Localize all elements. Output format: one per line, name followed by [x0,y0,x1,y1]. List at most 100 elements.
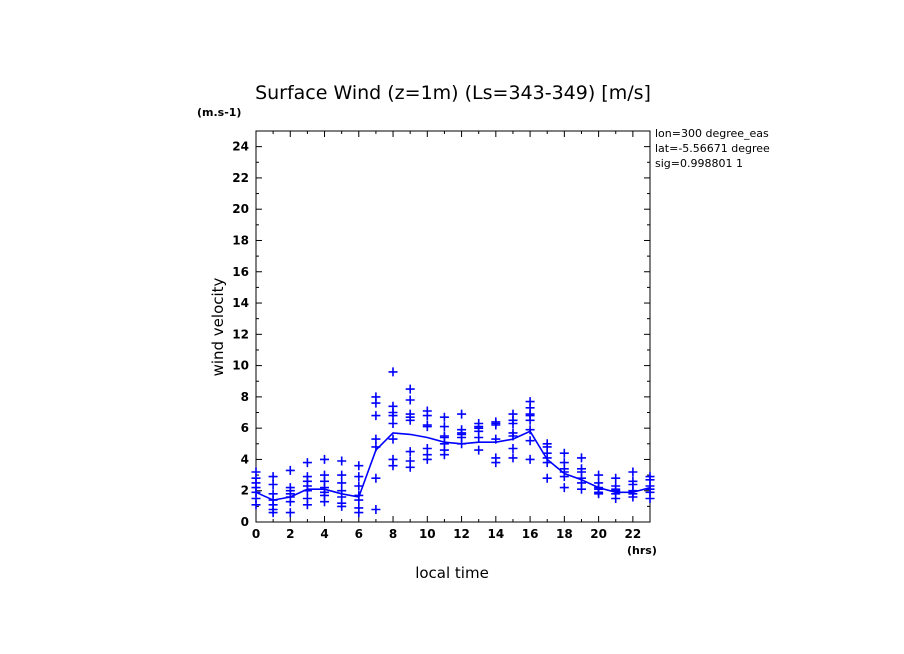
x-tick-label: 8 [389,527,397,541]
data-point [302,458,312,468]
y-axis-label: wind velocity [209,277,227,376]
data-point [405,447,415,457]
y-unit-label: (m.s-1) [197,106,241,119]
data-point [337,470,347,480]
y-tick-label: 14 [232,296,249,310]
data-point [354,508,364,518]
x-tick-label: 12 [453,527,470,541]
x-tick-label: 20 [590,527,607,541]
data-point [388,367,398,377]
y-tick-label: 10 [232,359,249,373]
data-point [525,425,535,435]
y-tick-label: 2 [241,484,249,498]
data-point [388,461,398,471]
data-point [577,484,586,494]
data-point [594,489,604,499]
data-point [474,445,484,455]
x-tick-label: 4 [320,527,328,541]
data-point [302,500,312,510]
data-point [405,415,415,425]
data-point [388,419,398,428]
mean-line [255,430,651,501]
data-point [645,494,655,503]
data-point [320,497,329,507]
data-point [611,473,621,483]
data-point [388,434,398,444]
data-point [628,467,638,477]
x-tick-label: 14 [487,527,504,541]
info-sig: sig=0.998801 1 [655,157,743,170]
x-tick-label: 6 [355,527,363,541]
info-lat: lat=-5.56671 degree [655,142,770,155]
data-point [354,472,364,482]
x-tick-label: 16 [522,527,539,541]
data-point [422,422,432,432]
data-point [439,422,449,432]
data-point [371,434,381,444]
y-tick-label: 18 [232,233,249,247]
x-tick-label: 10 [419,527,436,541]
data-point [371,442,381,452]
data-point [285,497,295,507]
data-point [405,462,415,472]
data-point [542,458,552,468]
data-point [268,472,278,482]
data-point [525,454,535,464]
data-point [405,384,415,394]
data-point [508,419,518,428]
data-point [508,431,518,441]
data-point [285,508,295,518]
x-tick-label: 22 [625,527,642,541]
info-box: lon=300 degree_eas lat=-5.56671 degree s… [655,127,770,170]
data-point [525,415,535,425]
data-point [439,412,449,422]
data-point [542,473,552,483]
data-point [491,420,501,430]
data-point [491,434,501,444]
data-point [525,436,535,446]
data-point [474,433,484,442]
data-point [371,398,381,408]
data-point [508,453,518,463]
data-point [457,409,467,419]
data-point [559,448,569,458]
y-tick-label: 0 [241,515,249,529]
data-point [628,492,638,502]
y-tick-label: 24 [232,140,249,154]
data-point [559,472,569,482]
data-point [491,458,501,468]
data-point [337,478,347,488]
y-tick-label: 8 [241,390,249,404]
data-point [405,395,415,405]
y-tick-label: 20 [232,202,249,216]
info-lon: lon=300 degree_eas [655,127,769,140]
data-point [457,439,467,449]
data-point [422,411,432,421]
y-tick-label: 12 [232,327,249,341]
y-tick-label: 4 [241,452,249,466]
data-point [354,481,364,491]
data-point [302,486,312,496]
x-tick-label: 0 [252,527,260,541]
data-point [251,500,261,510]
data-point [371,411,381,421]
data-point [285,465,295,475]
data-point [594,470,604,480]
plot-frame [255,130,651,523]
x-axis-label: local time [415,564,489,582]
y-tick-label: 6 [241,421,249,435]
x-tick-label: 18 [556,527,573,541]
data-point [268,508,278,518]
data-point [354,495,364,505]
data-point [371,473,381,483]
data-point [611,494,621,503]
y-tick-label: 16 [232,265,249,279]
data-point [337,501,347,511]
x-tick-label: 2 [286,527,294,541]
data-point [508,444,518,453]
data-point [320,454,329,464]
data-point [388,411,398,421]
data-point [439,450,449,460]
